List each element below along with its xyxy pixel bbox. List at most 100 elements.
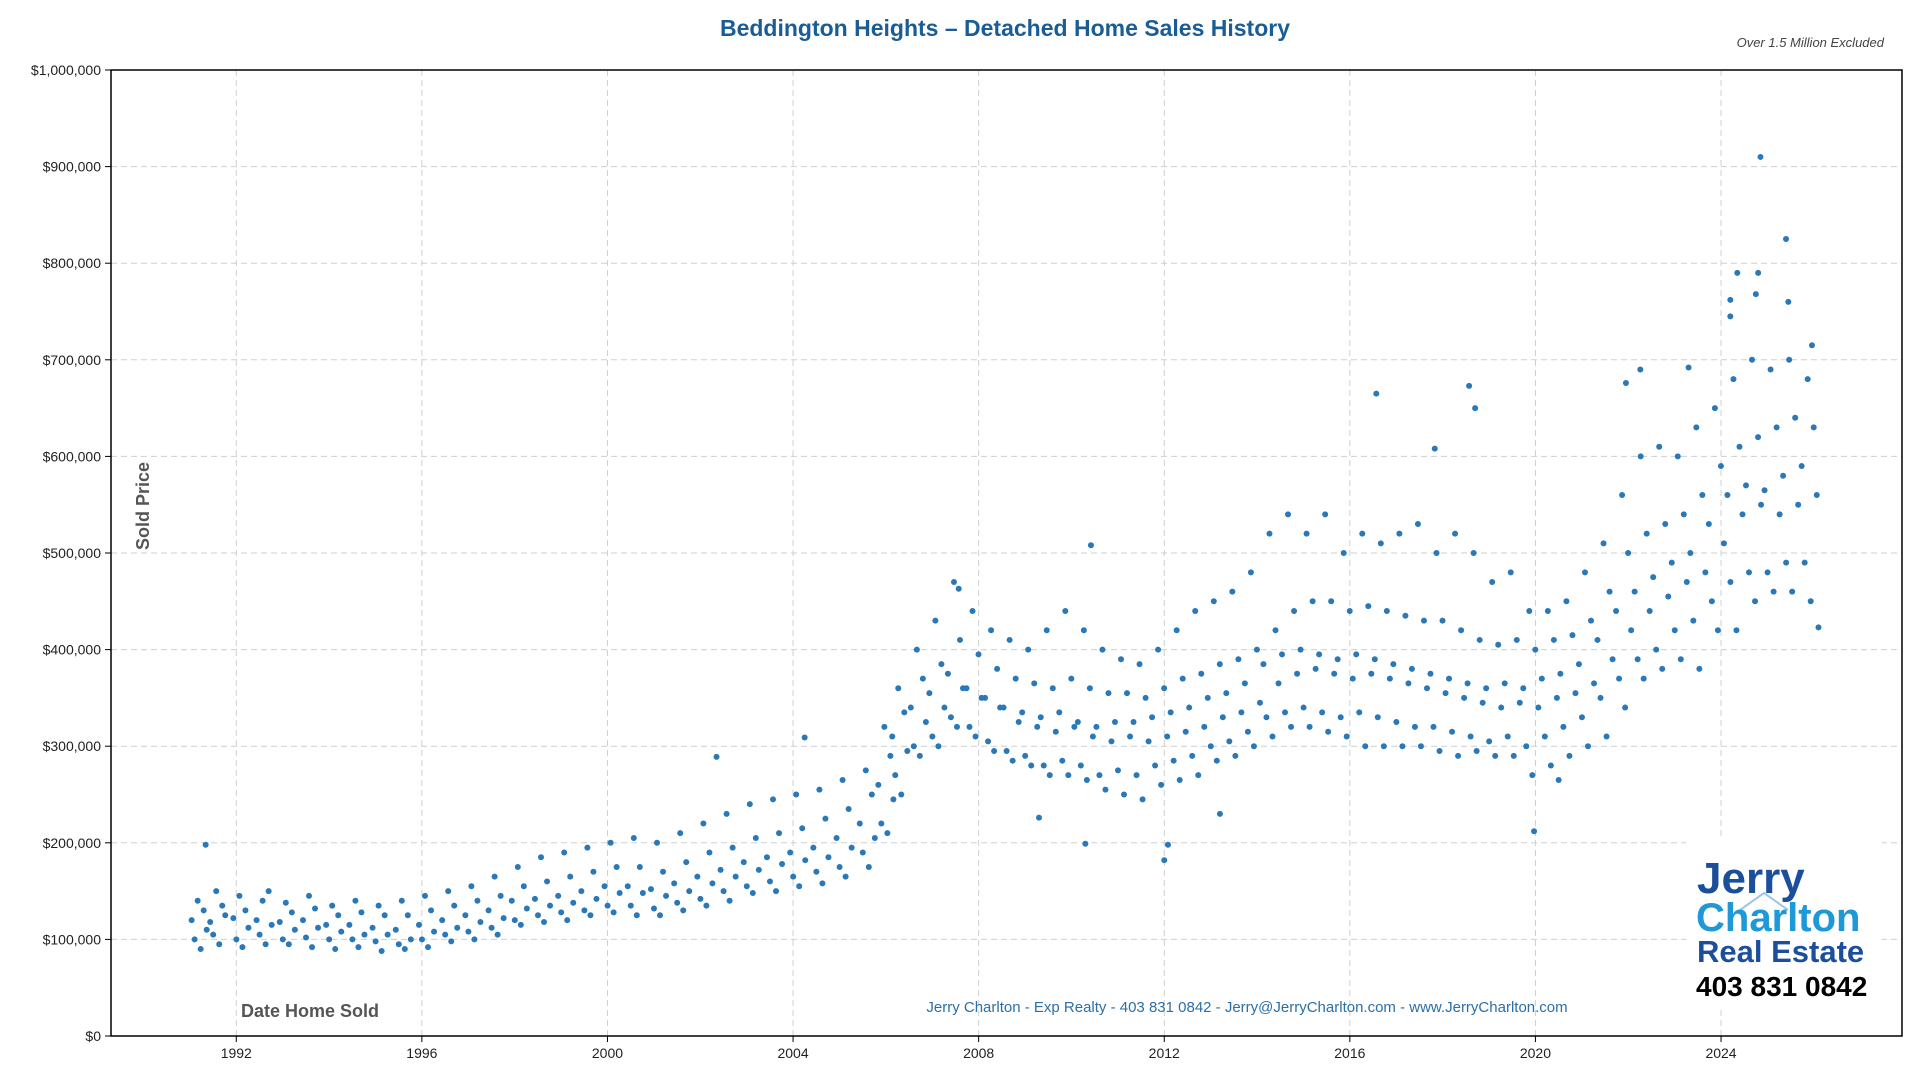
data-point: [1464, 680, 1471, 687]
data-point: [1461, 694, 1468, 701]
data-point: [302, 934, 309, 941]
data-point: [230, 915, 237, 922]
data-point: [1600, 540, 1607, 547]
data-point: [1083, 777, 1090, 784]
data-point: [1288, 723, 1295, 730]
data-point: [1204, 694, 1211, 701]
y-axis-label: Sold Price: [133, 462, 153, 550]
data-point: [276, 919, 283, 926]
data-point: [346, 921, 353, 928]
data-point: [1082, 840, 1089, 847]
data-point: [1815, 624, 1822, 631]
data-point: [898, 791, 905, 798]
data-point: [663, 892, 670, 899]
data-point: [213, 888, 220, 895]
data-point: [1155, 646, 1162, 653]
data-point: [491, 873, 498, 880]
data-point: [329, 902, 336, 909]
data-point: [1504, 733, 1511, 740]
data-point: [913, 646, 920, 653]
data-point: [210, 931, 217, 938]
data-point: [194, 897, 201, 904]
data-point: [1736, 443, 1743, 450]
data-point: [1356, 709, 1363, 716]
data-point: [312, 905, 319, 912]
data-point: [431, 928, 438, 935]
data-point: [306, 892, 313, 899]
data-point: [1198, 670, 1205, 677]
data-point: [1247, 569, 1254, 576]
data-point: [1755, 269, 1762, 276]
data-point: [442, 931, 449, 938]
data-point: [1192, 607, 1199, 614]
data-point: [1136, 661, 1143, 668]
data-point: [1074, 719, 1081, 726]
data-point: [191, 936, 198, 943]
data-point: [1755, 434, 1762, 441]
data-point: [555, 892, 562, 899]
data-point: [901, 709, 908, 716]
data-point: [953, 723, 960, 730]
data-point: [709, 880, 716, 887]
data-point: [1476, 636, 1483, 643]
x-tick-label: 2020: [1520, 1045, 1551, 1061]
data-point: [787, 849, 794, 856]
data-point: [1195, 772, 1202, 779]
data-point: [1513, 636, 1520, 643]
data-point: [291, 926, 298, 933]
data-point: [1102, 786, 1109, 793]
data-point: [1631, 588, 1638, 595]
data-point: [288, 909, 295, 916]
data-point: [985, 738, 992, 745]
data-point: [1278, 651, 1285, 658]
data-point: [1555, 777, 1562, 784]
data-point: [378, 947, 385, 954]
data-point: [1371, 656, 1378, 663]
data-point: [216, 941, 223, 948]
data-point: [1253, 646, 1260, 653]
data-point: [1640, 675, 1647, 682]
data-point: [462, 912, 469, 919]
data-point: [1792, 414, 1799, 421]
house-roof-icon: [1739, 891, 1789, 911]
data-point: [1436, 748, 1443, 755]
data-point: [683, 859, 690, 866]
data-point: [944, 670, 951, 677]
data-point: [1012, 675, 1019, 682]
data-point: [439, 917, 446, 924]
data-point: [454, 924, 461, 931]
data-point: [938, 661, 945, 668]
data-point: [1498, 704, 1505, 711]
data-point: [1727, 313, 1734, 320]
data-point: [926, 690, 933, 697]
data-point: [887, 752, 894, 759]
data-point: [253, 917, 260, 924]
data-point: [494, 931, 501, 938]
data-point: [1770, 588, 1777, 595]
data-point: [810, 844, 817, 851]
data-point: [1507, 569, 1514, 576]
data-point: [500, 915, 507, 922]
data-point: [848, 844, 855, 851]
data-point: [422, 892, 429, 899]
y-tick-label: $900,000: [43, 159, 102, 175]
data-point: [1275, 680, 1282, 687]
data-point: [839, 777, 846, 784]
data-point: [650, 905, 657, 912]
data-point: [1282, 709, 1289, 716]
data-point: [570, 899, 577, 906]
data-point: [1065, 772, 1072, 779]
data-point: [1331, 670, 1338, 677]
data-point: [299, 917, 306, 924]
data-point: [1609, 656, 1616, 663]
data-point: [1201, 723, 1208, 730]
data-point: [1244, 728, 1251, 735]
data-point: [268, 921, 275, 928]
data-point: [1653, 646, 1660, 653]
data-point: [1130, 719, 1137, 726]
data-point: [1059, 757, 1066, 764]
data-point: [445, 888, 452, 895]
data-point: [1071, 723, 1078, 730]
data-point: [1210, 598, 1217, 605]
